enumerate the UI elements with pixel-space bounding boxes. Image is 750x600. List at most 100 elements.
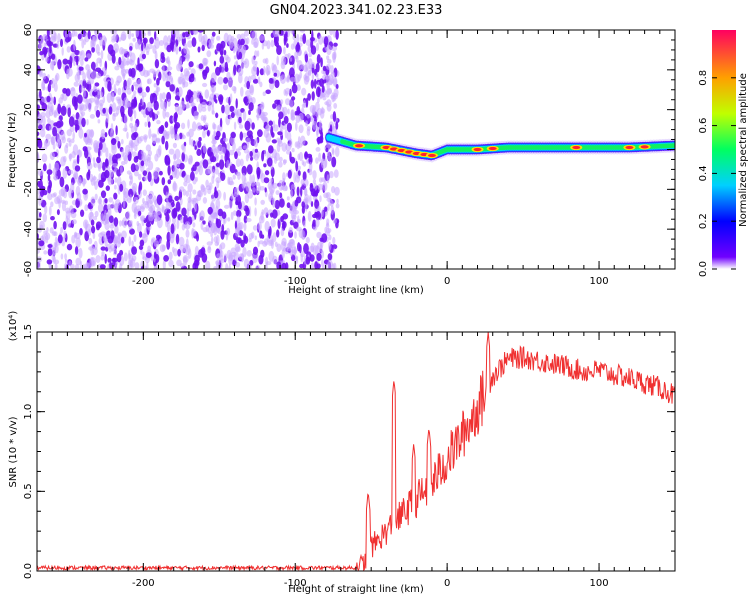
noise-speck bbox=[238, 51, 243, 60]
noise-speck bbox=[76, 57, 79, 66]
noise-speck bbox=[319, 195, 322, 203]
noise-speck bbox=[168, 251, 173, 261]
noise-speck bbox=[216, 234, 220, 246]
noise-speck bbox=[236, 110, 240, 119]
noise-speck bbox=[74, 49, 80, 56]
noise-speck bbox=[165, 80, 171, 88]
noise-speck bbox=[97, 91, 104, 98]
noise-speck bbox=[164, 155, 171, 166]
noise-speck bbox=[264, 149, 267, 157]
noise-speck bbox=[304, 152, 308, 158]
noise-speck bbox=[235, 200, 239, 206]
noise-speck bbox=[210, 72, 217, 83]
noise-speck bbox=[313, 68, 318, 76]
noise-speck bbox=[107, 80, 112, 92]
noise-speck bbox=[39, 51, 44, 56]
x-tick-label: 100 bbox=[590, 276, 609, 287]
noise-speck bbox=[187, 40, 193, 48]
noise-speck bbox=[77, 176, 82, 187]
noise-speck bbox=[254, 148, 258, 153]
noise-speck bbox=[47, 117, 51, 124]
noise-speck bbox=[90, 196, 96, 207]
noise-speck bbox=[330, 205, 334, 215]
noise-speck bbox=[303, 243, 309, 255]
noise-speck bbox=[46, 259, 53, 265]
noise-speck bbox=[289, 67, 295, 78]
noise-speck bbox=[76, 192, 82, 201]
noise-speck bbox=[98, 99, 104, 107]
noise-speck bbox=[228, 200, 233, 209]
snr-series-line bbox=[37, 332, 675, 571]
noise-speck bbox=[96, 57, 102, 64]
noise-speck bbox=[137, 210, 142, 216]
noise-speck bbox=[141, 42, 144, 52]
noise-speck bbox=[173, 160, 177, 168]
noise-speck bbox=[286, 122, 292, 133]
noise-speck bbox=[308, 52, 312, 58]
noise-speck bbox=[60, 130, 66, 141]
noise-speck bbox=[114, 48, 118, 53]
noise-speck bbox=[38, 179, 43, 191]
noise-speck bbox=[207, 103, 212, 112]
noise-speck bbox=[310, 262, 315, 269]
noise-speck bbox=[257, 221, 262, 231]
noise-speck bbox=[212, 169, 216, 179]
noise-speck bbox=[45, 55, 49, 63]
noise-speck bbox=[237, 151, 242, 157]
noise-speck bbox=[119, 165, 123, 176]
noise-speck bbox=[87, 137, 91, 146]
noise-speck bbox=[312, 178, 316, 184]
noise-speck bbox=[63, 233, 67, 239]
noise-speck bbox=[235, 158, 241, 167]
noise-speck bbox=[259, 230, 263, 239]
noise-speck bbox=[285, 143, 292, 151]
noise-speck bbox=[188, 61, 194, 68]
noise-speck bbox=[325, 75, 329, 86]
noise-speck bbox=[158, 40, 165, 46]
noise-speck bbox=[216, 35, 221, 41]
noise-speck bbox=[215, 198, 221, 210]
noise-speck bbox=[153, 251, 157, 259]
noise-speck bbox=[79, 228, 83, 236]
noise-speck bbox=[82, 177, 86, 187]
noise-speck bbox=[98, 179, 104, 188]
noise-speck bbox=[147, 171, 152, 183]
noise-speck bbox=[91, 47, 95, 53]
snr-xlabel: Height of straight line (km) bbox=[288, 584, 424, 595]
ridge-peak bbox=[488, 146, 497, 151]
noise-speck bbox=[203, 114, 207, 121]
noise-speck bbox=[263, 65, 266, 76]
noise-speck bbox=[140, 160, 145, 167]
noise-speck bbox=[68, 260, 72, 267]
noise-speck bbox=[112, 113, 116, 122]
noise-speck bbox=[181, 207, 187, 217]
noise-speck bbox=[314, 261, 318, 269]
noise-speck bbox=[211, 144, 217, 154]
noise-speck bbox=[159, 244, 166, 253]
noise-speck bbox=[279, 99, 284, 105]
noise-speck bbox=[97, 163, 101, 172]
noise-speck bbox=[174, 195, 180, 201]
noise-speck bbox=[112, 154, 118, 165]
noise-speck bbox=[241, 172, 246, 183]
noise-speck bbox=[165, 191, 169, 202]
noise-speck bbox=[66, 243, 73, 251]
noise-speck bbox=[325, 227, 332, 234]
noise-speck bbox=[324, 101, 329, 106]
noise-speck bbox=[94, 30, 98, 36]
noise-speck bbox=[94, 193, 98, 201]
noise-speck bbox=[155, 234, 161, 240]
noise-speck bbox=[305, 236, 310, 244]
noise-speck bbox=[128, 50, 132, 57]
noise-speck bbox=[144, 121, 148, 128]
noise-speck bbox=[53, 175, 58, 181]
noise-speck bbox=[321, 209, 324, 218]
noise-speck bbox=[196, 90, 201, 96]
noise-speck bbox=[197, 46, 201, 53]
noise-speck bbox=[174, 168, 180, 179]
noise-speck bbox=[149, 93, 154, 104]
noise-speck bbox=[251, 30, 258, 41]
noise-speck bbox=[90, 61, 96, 70]
noise-speck bbox=[238, 146, 243, 151]
noise-speck bbox=[168, 195, 173, 203]
